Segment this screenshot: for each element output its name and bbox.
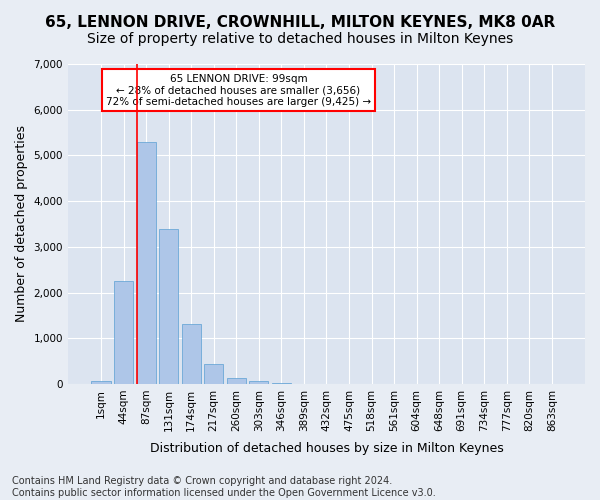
Bar [182,324,201,384]
Y-axis label: Number of detached properties: Number of detached properties [15,126,28,322]
Bar [91,381,110,384]
Bar [159,228,178,384]
Text: 65 LENNON DRIVE: 99sqm
← 28% of detached houses are smaller (3,656)
72% of semi-: 65 LENNON DRIVE: 99sqm ← 28% of detached… [106,74,371,107]
Bar [114,281,133,384]
Bar [204,364,223,384]
Bar [249,381,268,384]
Text: Size of property relative to detached houses in Milton Keynes: Size of property relative to detached ho… [87,32,513,46]
Text: 65, LENNON DRIVE, CROWNHILL, MILTON KEYNES, MK8 0AR: 65, LENNON DRIVE, CROWNHILL, MILTON KEYN… [45,15,555,30]
Bar [227,378,246,384]
Text: Contains HM Land Registry data © Crown copyright and database right 2024.
Contai: Contains HM Land Registry data © Crown c… [12,476,436,498]
Bar [272,383,291,384]
X-axis label: Distribution of detached houses by size in Milton Keynes: Distribution of detached houses by size … [149,442,503,455]
Bar [137,142,155,384]
